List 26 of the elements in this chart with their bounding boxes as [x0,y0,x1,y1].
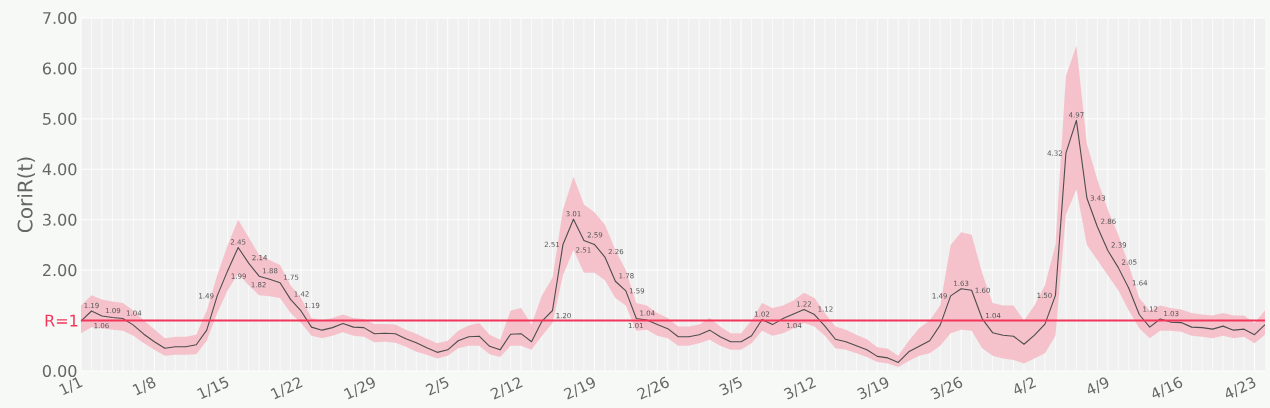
x-tick-label: 1/29 [343,377,375,400]
x-tick-label: 2/12 [490,377,523,400]
x-tick-label: 1/8 [132,377,156,396]
x-tick-label: 4/16 [1152,376,1183,398]
x-tick-label: 2/5 [425,376,449,396]
x-tick-label: 1/22 [270,377,303,400]
y-tick-label: 7.00 [43,11,77,25]
y-axis-title: CoriR(t) [17,157,35,233]
y-tick-label: 5.00 [43,112,77,125]
x-tick-label: 2/26 [636,376,669,400]
y-tick-label: 3.00 [43,213,77,226]
y-tick-label: 0.00 [42,364,77,378]
y-tick-label: 4.00 [42,163,77,176]
x-tick-label: 3/5 [719,376,742,396]
x-tick-label: 4/9 [1087,377,1109,394]
x-tick-label: 3/26 [930,376,963,400]
ref-line-label: R=1 [45,314,78,327]
x-tick-label: 4/23 [1225,377,1256,398]
x-tick-label: 3/12 [783,377,817,400]
x-tick-label: 1/15 [197,376,229,400]
x-tick-label: 4/2 [1014,377,1037,394]
x-tick-label: 1/1 [59,377,83,396]
y-tick-label: 6.00 [42,62,77,75]
y-tick-label: 2.00 [43,264,77,277]
x-tick-label: 3/19 [857,377,889,400]
x-tick-label: 2/19 [563,377,595,400]
